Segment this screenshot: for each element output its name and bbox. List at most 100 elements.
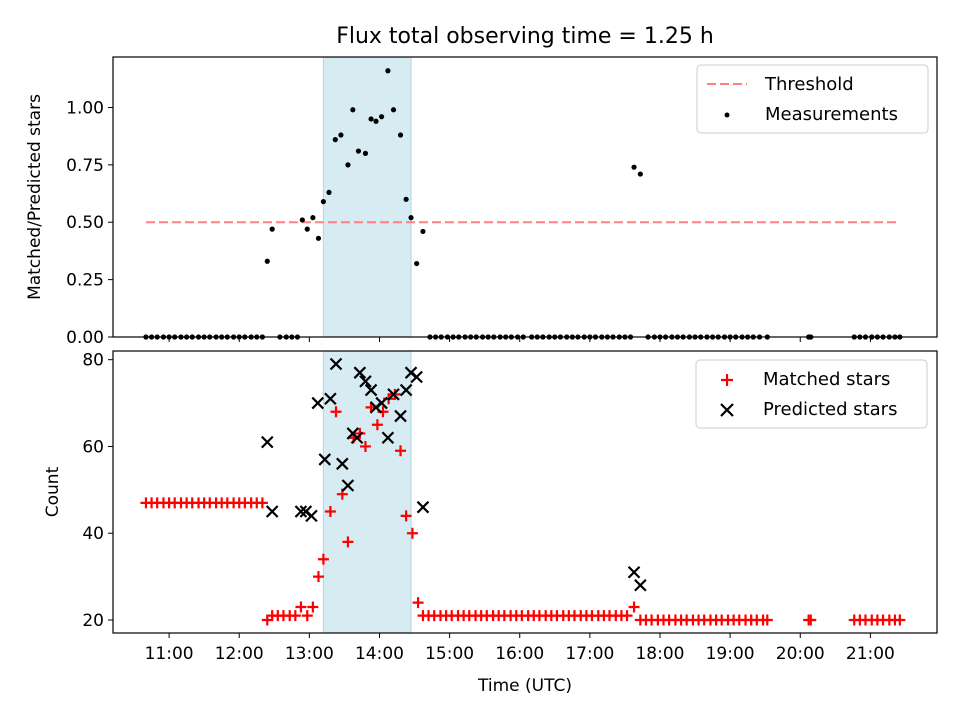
predicted-star-point: [627, 565, 641, 579]
predicted-star-point: [305, 509, 318, 523]
top-axes-frame: [112, 56, 938, 338]
x-tick-label: 13:00: [285, 644, 334, 664]
top-legend-box: [696, 64, 929, 134]
predicted-star-point: [364, 383, 378, 397]
matched-star-point: [406, 527, 418, 539]
measurement-point: [304, 226, 310, 232]
matched-star-point: [761, 614, 773, 626]
bottom-y-ticks: 20 40 60 80: [82, 351, 113, 631]
predicted-star-point: [381, 431, 395, 445]
measurement-point: [338, 132, 344, 138]
bottom-legend-box: [695, 359, 928, 429]
bottom-y-axis-label: Count: [43, 466, 63, 517]
measurement-point: [385, 68, 391, 74]
x-tick-label: 20:00: [776, 644, 825, 664]
x-tick-label: 12:00: [215, 644, 264, 664]
matched-star-point: [628, 601, 640, 613]
matched-star-point: [317, 553, 329, 565]
predicted-star-point: [394, 409, 407, 423]
top-y-ticks: 0.00 0.25 0.50 0.75 1.00: [66, 98, 113, 348]
measurement-point: [368, 116, 374, 122]
measurement-point: [326, 189, 332, 196]
matched-star-point: [621, 610, 633, 622]
predicted-star-point: [416, 500, 430, 514]
matched-star-point: [295, 601, 307, 613]
measurement-point: [264, 258, 270, 264]
bottom-legend: Matched stars Predicted stars: [695, 359, 928, 429]
bottom-y-tick-label: 20: [82, 611, 104, 631]
matched-star-point: [805, 614, 817, 626]
predicted-star-point: [311, 396, 325, 410]
measurement-point: [390, 107, 397, 113]
matched-star-point: [324, 506, 336, 518]
measurement-point: [320, 198, 326, 205]
predicted-star-point: [336, 457, 349, 471]
predicted-star-point: [341, 479, 355, 492]
measurement-point: [414, 260, 420, 267]
matched-star-point: [312, 571, 324, 583]
top-y-tick-label: 0.50: [66, 213, 104, 233]
measurement-point: [362, 150, 369, 156]
measurement-point: [420, 228, 426, 235]
measurement-point: [310, 215, 316, 221]
predicted-star-point: [410, 370, 423, 384]
matched-star-point: [256, 497, 268, 509]
predicted-star-point: [265, 505, 279, 518]
measurement-point: [397, 132, 404, 138]
predicted-star-point: [375, 396, 388, 410]
bottom-x-ticks: 11:00 12:00 13:00 14:00 15:00 16:00 17:00 18:00…: [145, 633, 895, 664]
matched-stars-points: [140, 388, 906, 626]
top-y-axis-label: Matched/Predicted stars: [25, 94, 45, 300]
measurement-point: [355, 148, 362, 154]
matched-star-point: [307, 601, 319, 613]
measurement-point: [332, 137, 338, 143]
predicted-star-point: [294, 505, 308, 518]
measurement-point: [269, 226, 275, 232]
legend-threshold-label: Threshold: [764, 74, 854, 95]
matched-star-point: [359, 440, 371, 452]
measurement-point: [315, 235, 322, 241]
measurement-point: [637, 171, 643, 177]
predicted-star-point: [261, 435, 274, 449]
legend-matched-label: Matched stars: [763, 369, 890, 390]
predicted-star-point: [318, 453, 332, 466]
measurement-point: [350, 107, 356, 113]
measurement-point: [299, 217, 305, 223]
predicted-star-point: [387, 388, 400, 401]
measurement-point: [403, 196, 409, 202]
bottom-y-tick-label: 40: [82, 524, 104, 544]
legend-measurements-swatch: [724, 112, 730, 118]
top-shaded-region: [322, 56, 412, 338]
x-tick-label: 14:00: [355, 644, 404, 664]
matched-star-point: [330, 406, 342, 418]
matched-star-point: [289, 610, 301, 622]
top-panel: 0.00 0.25 0.50 0.75 1.00 Matched/Predicted s…: [25, 56, 938, 348]
x-tick-label: 17:00: [565, 644, 614, 664]
top-y-tick-label: 0.25: [66, 271, 104, 291]
top-y-tick-label: 1.00: [66, 98, 104, 118]
matched-star-point: [412, 597, 424, 609]
x-tick-label: 19:00: [706, 644, 755, 664]
x-axis-label: Time (UTC): [477, 676, 572, 696]
predicted-star-point: [350, 431, 364, 445]
legend-predicted-swatch: [720, 403, 734, 417]
top-y-tick-label: 0.00: [66, 328, 104, 348]
predicted-star-point: [399, 383, 413, 397]
chart-title: Flux total observing time = 1.25 h: [336, 24, 714, 49]
top-y-tick-label: 0.75: [66, 156, 104, 176]
top-legend: Threshold Measurements: [696, 64, 929, 134]
legend-predicted-label: Predicted stars: [763, 399, 897, 420]
predicted-star-point: [329, 357, 343, 371]
measurement-point: [378, 114, 385, 120]
predicted-star-point: [359, 375, 372, 388]
predicted-star-point: [353, 366, 367, 379]
predicted-star-point: [634, 578, 647, 592]
measurement-point: [631, 164, 637, 170]
x-tick-label: 18:00: [635, 644, 684, 664]
predicted-star-point: [324, 392, 337, 406]
predicted-stars-points: [261, 357, 647, 592]
measurement-point: [408, 215, 414, 221]
bottom-axes-frame: [112, 350, 938, 634]
